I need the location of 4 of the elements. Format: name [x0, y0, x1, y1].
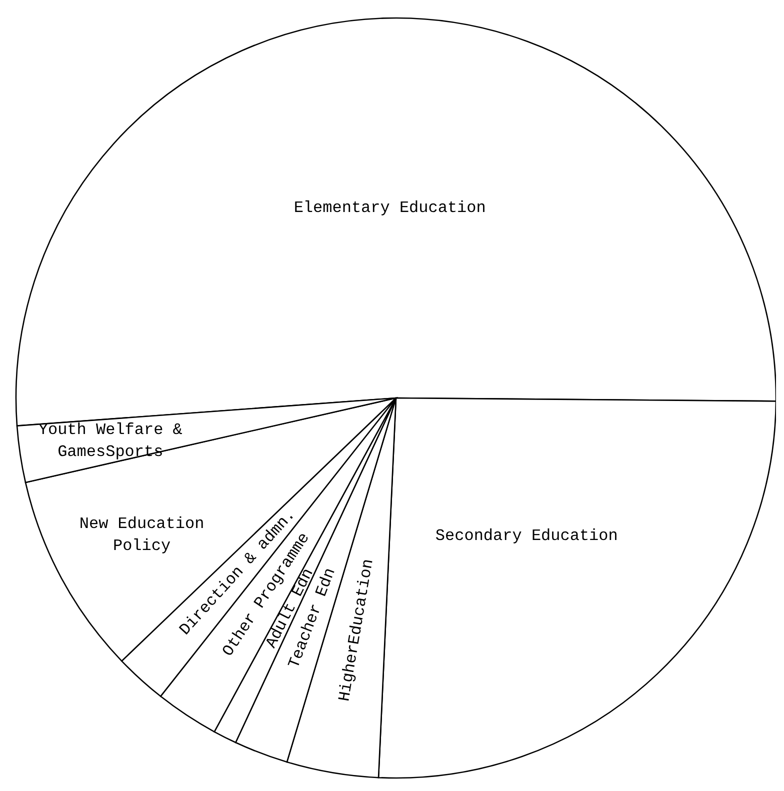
slice-label: New Education Policy — [79, 515, 204, 556]
slice-label: Youth Welfare & GamesSports — [38, 420, 183, 461]
slice-label: Secondary Education — [435, 526, 618, 545]
slice-label: Elementary Education — [294, 199, 486, 218]
